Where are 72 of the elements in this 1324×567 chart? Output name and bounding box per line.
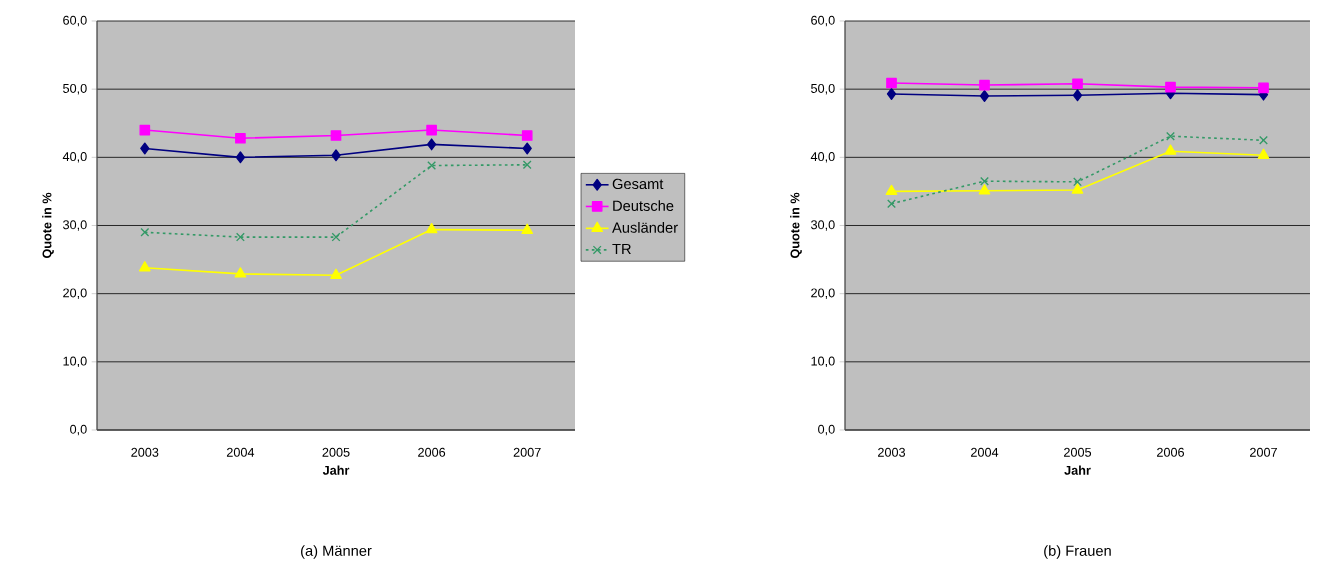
point [886, 87, 897, 100]
point [1164, 144, 1177, 155]
point [330, 268, 342, 279]
y-tick-label: 50,0 [63, 83, 87, 95]
y-tick-label: 10,0 [811, 356, 835, 368]
y-tick-label: 20,0 [63, 288, 87, 299]
point [235, 132, 246, 144]
y-tick-label: 40,0 [810, 152, 835, 163]
point [885, 184, 898, 196]
point [1072, 89, 1083, 102]
point [1257, 148, 1270, 159]
y-tick-label: 60,0 [811, 15, 835, 27]
y-tick-label: 50,0 [811, 83, 835, 95]
point [979, 89, 990, 102]
x-tick-label: 2007 [513, 447, 541, 457]
y-axis-title: Quote in % [42, 192, 54, 259]
x-axis-title: Jahr [1064, 465, 1091, 475]
legend-label: Gesamt [612, 178, 664, 190]
point [1071, 183, 1084, 194]
point [138, 261, 151, 272]
x-axis-title: Jahr [322, 465, 350, 475]
y-tick-label: 40,0 [62, 152, 87, 163]
point [426, 138, 437, 151]
point [522, 160, 532, 170]
point [427, 161, 437, 170]
point [140, 142, 150, 155]
y-tick-label: 10,0 [63, 356, 87, 368]
text: (a) Männer [301, 545, 372, 559]
y-axis-title: Quote in % [790, 192, 802, 259]
x-tick-label: 2003 [878, 447, 906, 457]
y-tick-label: 30,0 [811, 220, 835, 231]
point [331, 149, 341, 162]
point [330, 130, 342, 141]
x-tick-label: 2004 [971, 447, 999, 457]
y-tick-label: 0,0 [70, 424, 87, 436]
point [1166, 131, 1175, 141]
y-tick-label: 20,0 [811, 288, 835, 299]
x-tick-label: 2007 [1250, 447, 1277, 457]
legend-label: Deutsche [613, 200, 674, 211]
legend-label: TR [612, 243, 631, 254]
point [235, 232, 245, 242]
point [426, 124, 437, 136]
point [331, 232, 341, 242]
point [978, 184, 991, 195]
point [979, 79, 990, 91]
x-tick-label: 2004 [226, 447, 255, 457]
point [1072, 78, 1083, 90]
point [140, 227, 150, 237]
point [522, 142, 532, 155]
x-tick-label: 2003 [131, 447, 159, 457]
y-tick-label: 0,0 [818, 424, 835, 436]
y-tick-label: 30,0 [63, 220, 87, 231]
text: (b) Frauen [1044, 545, 1111, 559]
y-tick-label: 60,0 [63, 15, 87, 27]
x-tick-label: 2005 [322, 447, 350, 457]
point [980, 176, 989, 186]
legend-label: Ausländer [612, 222, 678, 233]
x-tick-label: 2005 [1064, 447, 1092, 457]
point [1258, 82, 1269, 94]
point [1073, 177, 1082, 187]
point [1259, 135, 1268, 145]
point [234, 267, 247, 278]
point [886, 77, 897, 89]
x-tick-label: 2006 [1157, 447, 1185, 457]
x-tick-label: 2006 [418, 447, 446, 457]
point [139, 124, 151, 136]
point [425, 222, 438, 234]
point [235, 151, 246, 164]
point [887, 199, 896, 209]
point [521, 130, 533, 141]
point [521, 223, 534, 234]
point [1165, 81, 1176, 93]
